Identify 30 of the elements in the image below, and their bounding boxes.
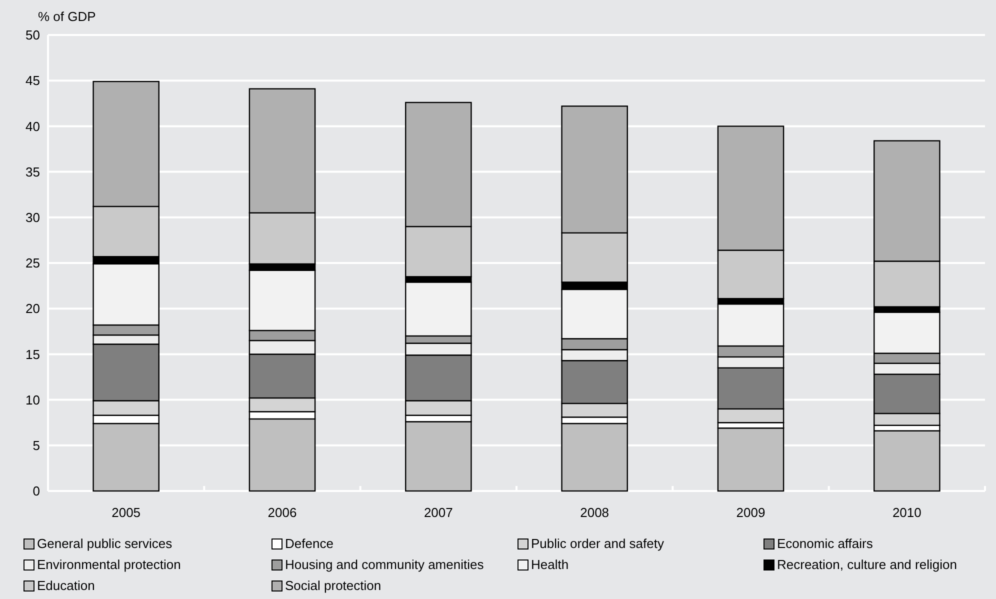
x-tick-label: 2009	[736, 505, 766, 520]
x-tick-label: 2007	[424, 505, 453, 520]
legend-label: Recreation, culture and religion	[777, 557, 957, 572]
y-tick-label: 15	[26, 346, 40, 362]
legend-label: Public order and safety	[531, 536, 664, 551]
legend-label: Housing and community amenities	[285, 557, 484, 572]
legend-label: Health	[531, 557, 569, 572]
y-tick-label: 35	[26, 164, 40, 180]
y-tick-label: 50	[26, 28, 40, 43]
y-tick-label: 40	[26, 118, 40, 134]
y-tick-label: 10	[26, 392, 40, 408]
x-tick-label: 2008	[580, 505, 610, 520]
legend-label: Education	[37, 578, 95, 593]
y-tick-label: 0	[32, 484, 40, 499]
y-tick-label: 5	[32, 438, 40, 453]
y-tick-label: 20	[26, 301, 40, 316]
legend-label: General public services	[37, 536, 173, 551]
x-tick-label: 2005	[112, 505, 141, 520]
x-tick-label: 2006	[268, 505, 297, 520]
legend-label: Social protection	[285, 578, 382, 593]
bar	[874, 430, 940, 492]
bar	[717, 427, 784, 492]
y-tick-label: 25	[26, 256, 40, 271]
y-tick-label: 45	[26, 73, 40, 88]
legend-label: Defence	[285, 536, 334, 551]
x-tick-label: 2010	[892, 505, 922, 520]
legend-label: Economic affairs	[777, 536, 874, 551]
legend-label: Environmental protection	[37, 557, 181, 572]
y-tick-label: 30	[26, 210, 40, 225]
y-axis-title: % of GDP	[38, 9, 96, 24]
